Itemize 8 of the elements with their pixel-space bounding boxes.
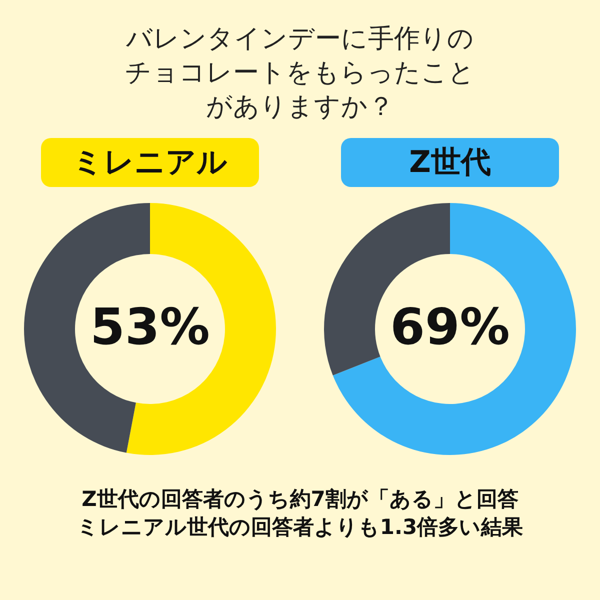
- chart-title: バレンタインデーに手作りのチョコレートをもらったことがありますか？: [124, 23, 476, 124]
- text: Z世代の回答者のうち約7割が「ある」と回答: [80, 486, 520, 513]
- data-label: 53%: [90, 298, 210, 356]
- text: ミレニアル世代の回答者よりも1.3倍多い結果: [76, 514, 524, 541]
- chart-subtitle: Z世代: [341, 138, 559, 187]
- data-label: 69%: [390, 298, 510, 356]
- chart-subtitle: ミレニアル: [41, 138, 259, 187]
- donut-slice: [332, 203, 576, 455]
